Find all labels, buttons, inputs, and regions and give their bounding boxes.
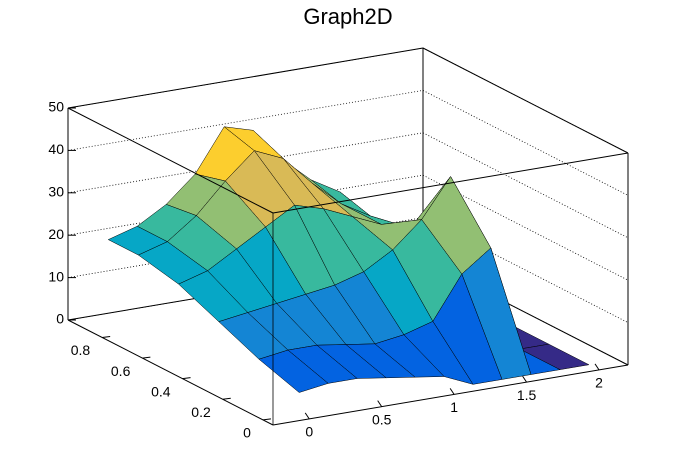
box-edge	[422, 47, 629, 154]
z-tick-label: 50	[48, 99, 64, 115]
y-tick-label: 0	[243, 425, 251, 441]
box-edge	[67, 107, 274, 214]
y-tick	[262, 418, 272, 421]
z-tick-label: 0	[56, 311, 64, 327]
x-tick	[594, 363, 600, 371]
y-tick	[142, 356, 151, 359]
x-tick	[304, 412, 310, 420]
y-tick-label: 0.2	[191, 404, 211, 420]
box-edge	[272, 152, 629, 214]
z-tick-label: 40	[48, 141, 64, 157]
z-tick-label: 30	[48, 184, 64, 200]
y-tick-label: 0.8	[71, 342, 91, 358]
z-tick-label: 10	[48, 268, 64, 284]
x-tick-label: 1	[450, 399, 458, 415]
x-tick	[449, 388, 455, 395]
y-tick-label: 0.6	[111, 363, 131, 379]
x-tick-label: 1.5	[517, 387, 537, 403]
y-tick	[222, 397, 231, 400]
grid-line	[67, 90, 424, 151]
grid-line	[422, 90, 629, 196]
box-edge	[67, 47, 424, 109]
chart-title: Graph2D	[303, 4, 392, 29]
x-tick-label: 0.5	[372, 411, 392, 427]
y-tick	[182, 377, 191, 380]
x-tick	[377, 400, 383, 407]
z-tick-label: 20	[48, 226, 64, 242]
y-tick	[102, 336, 111, 338]
x-tick-label: 0	[305, 424, 313, 440]
surface-cell	[258, 349, 329, 393]
x-tick	[522, 375, 527, 383]
box-edge	[272, 364, 629, 426]
x-tick-label: 2	[595, 375, 603, 391]
y-tick-label: 0.4	[151, 383, 171, 399]
